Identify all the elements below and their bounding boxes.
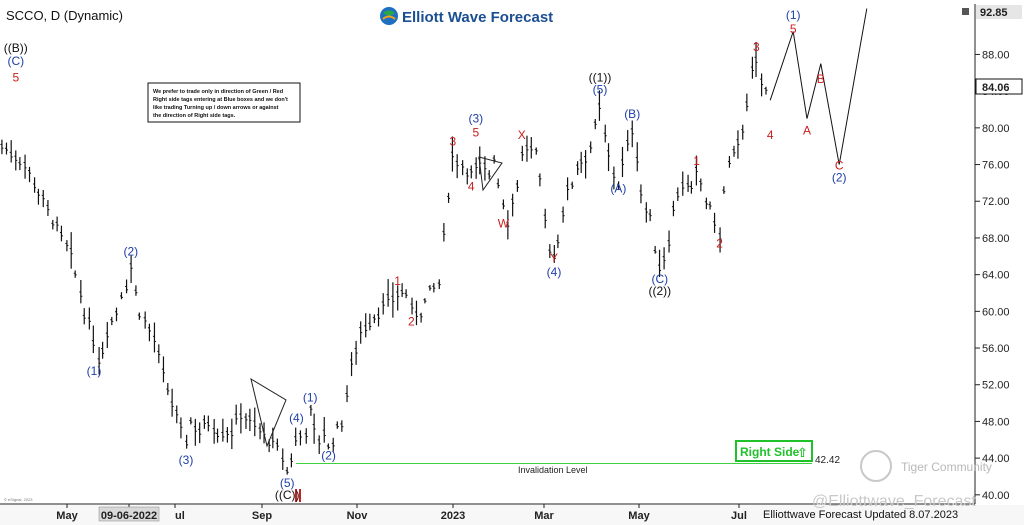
up-arrow-icon: ⇧: [797, 446, 808, 461]
price-tick-label: 68.00: [982, 233, 1010, 245]
wave-label: A: [803, 124, 811, 138]
last-price-box: [975, 78, 1023, 95]
wave-label: (2): [123, 245, 138, 259]
wave-label: (B): [624, 107, 640, 121]
wave-label: (C): [651, 272, 668, 286]
brand-name: Elliott Wave Forecast: [402, 9, 553, 26]
last-price-tag: 84.06: [982, 82, 1010, 94]
wave-label: (4): [289, 411, 304, 425]
projection-path: [769, 8, 868, 165]
time-tick-label: May: [628, 510, 650, 522]
cursor-date-label: 09-06-2022: [101, 510, 157, 522]
chart-title: SCCO, D (Dynamic): [6, 8, 123, 23]
wave-structures: [250, 156, 503, 448]
price-tick-label: 60.00: [982, 306, 1010, 318]
wave-label: (3): [179, 453, 194, 467]
wave-label: B: [817, 72, 825, 86]
brand-wave-icon: [383, 10, 395, 16]
esignal-credit: © eSignal, 2023: [4, 497, 33, 502]
wave-label: (4): [547, 265, 562, 279]
time-tick-group: May 09-06-2022 ul Sep Nov 2023 Mar May Jul: [56, 504, 747, 522]
wave-label: (2): [321, 448, 336, 462]
price-tick-label: 72.00: [982, 196, 1010, 208]
time-tick-label: May: [56, 510, 78, 522]
price-tick-label: 44.00: [982, 453, 1010, 465]
time-tick-label: Mar: [534, 510, 554, 522]
time-tick-label: Nov: [347, 510, 369, 522]
wave-labels: ((B))(C)5(2)(1)(3)(4)(5)((C))(1)(2)1235(…: [4, 8, 847, 502]
wave-label: (C): [7, 54, 24, 68]
bottom-marker-icon: [295, 489, 301, 502]
wave-label: (5): [593, 82, 608, 96]
community-name: Tiger Community: [901, 460, 992, 474]
wave-label: (3): [468, 112, 483, 126]
price-bars: [0, 41, 768, 475]
community-watermark: Tiger Community: [860, 450, 992, 482]
right-side-label: Right Side: [740, 445, 800, 459]
price-tick-label: 80.00: [982, 123, 1010, 135]
triangle-pattern-2: [478, 156, 503, 192]
time-axis-area: [0, 505, 1024, 525]
wave-label: Y: [550, 251, 558, 265]
price-tick-label: 40.00: [982, 490, 1010, 502]
time-tick-label: 2023: [441, 510, 465, 522]
wave-label: 2: [408, 314, 415, 328]
note-line-3: like trading Turning up / down arrows or…: [153, 105, 279, 111]
wave-label: (1): [87, 364, 102, 378]
right-side-box: [735, 440, 813, 462]
projection-line: [769, 8, 868, 165]
time-tick-label: Sep: [252, 510, 272, 522]
wave-label: ((2)): [648, 284, 671, 298]
price-tick-label: 56.00: [982, 343, 1010, 355]
scale-toggle-icon[interactable]: [962, 8, 969, 15]
wave-label: (1): [786, 8, 801, 22]
wave-label: 5: [12, 70, 19, 84]
wave-label: ((C)): [275, 488, 300, 502]
wave-label: 1: [394, 274, 401, 288]
high-tag-box: [976, 5, 1022, 19]
right-side-tag: Right Side ⇧: [735, 440, 813, 462]
price-tick-label: 64.00: [982, 270, 1010, 282]
tiger-logo-icon: [860, 450, 892, 482]
high-price-tag: 92.85: [980, 7, 1008, 19]
wave-label: 4: [468, 180, 475, 194]
note-box: [147, 82, 301, 123]
note-line-2: Right side tags entering at Blue boxes a…: [153, 97, 288, 103]
wave-label: ((B)): [4, 41, 28, 55]
invalidation-value: 42.42: [815, 455, 840, 466]
price-tick-label: 76.00: [982, 160, 1010, 172]
updated-note: Elliottwave Forecast Updated 8.07.2023: [763, 509, 958, 521]
note-line-1: We prefer to trade only in direction of …: [153, 89, 283, 95]
wave-label: C: [835, 158, 844, 172]
wave-label: (1): [303, 391, 318, 405]
wave-label: 5: [472, 125, 479, 139]
wave-label: (2): [832, 170, 847, 184]
wave-label: 2: [716, 236, 723, 250]
trading-note: We prefer to trade only in direction of …: [147, 82, 301, 123]
price-tick-label: 48.00: [982, 416, 1010, 428]
brand-logo: Elliott Wave Forecast: [380, 7, 553, 26]
triangle-pattern-1: [250, 377, 287, 448]
wave-label: 4: [767, 128, 774, 142]
time-tick-label: ul: [175, 510, 185, 522]
price-tick-label: 52.00: [982, 380, 1010, 392]
wave-label: 1: [693, 154, 700, 168]
wave-label: 3: [449, 135, 456, 149]
wave-label: ((1)): [589, 70, 612, 84]
cursor-date-box: [98, 506, 160, 522]
wave-label: (5): [280, 476, 295, 490]
wave-label: 5: [790, 22, 797, 36]
wave-label: X: [518, 128, 526, 142]
wave-label: (A): [610, 181, 626, 195]
watermark-text: @Elliottwave_Forecast: [812, 493, 976, 510]
wave-label: W: [498, 216, 510, 230]
wave-label: 3: [753, 40, 760, 54]
invalidation-label: Invalidation Level: [518, 465, 588, 475]
time-tick-label: Jul: [731, 510, 747, 522]
note-line-4: the direction of Right side tags.: [153, 113, 236, 119]
price-tick-label: 88.00: [982, 49, 1010, 61]
